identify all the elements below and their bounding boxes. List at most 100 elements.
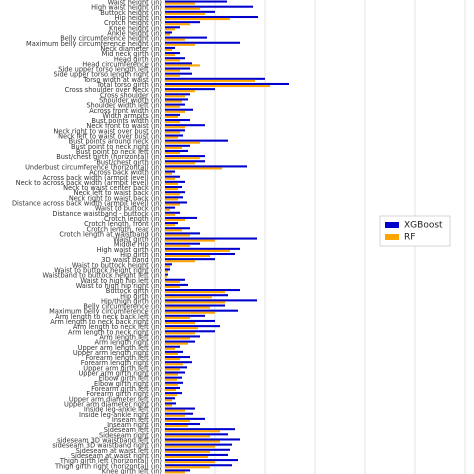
bar	[165, 172, 172, 175]
y-tick-label: Forearm length left (in)	[86, 354, 162, 362]
y-tick-label: Bust points around neck (in)	[69, 138, 162, 146]
y-tick-label: Crotch length, rear (in)	[86, 225, 162, 233]
bar	[165, 98, 188, 101]
bar	[165, 358, 180, 361]
bar	[165, 95, 185, 98]
y-tick-label: Shoulder width left (in)	[86, 102, 162, 110]
bar	[165, 340, 195, 343]
bar	[165, 260, 195, 263]
bar	[165, 443, 232, 446]
bar	[165, 285, 180, 289]
bar	[165, 301, 225, 304]
bar	[165, 180, 185, 183]
bar	[165, 46, 175, 49]
bar	[165, 347, 175, 350]
y-tick-label: Buttock girth (in)	[106, 287, 162, 295]
bar	[165, 404, 172, 407]
y-tick-label: Hip height (in)	[115, 14, 162, 22]
bar	[165, 88, 215, 91]
y-tick-label: Cross shoulder over Neck (in)	[65, 86, 162, 94]
bar	[165, 337, 190, 340]
bar	[165, 222, 178, 225]
bar	[165, 72, 192, 75]
bar	[165, 218, 185, 222]
bar	[165, 93, 190, 96]
bar	[165, 227, 190, 230]
y-tick-label: Bust point to neck left (in)	[76, 148, 162, 156]
y-tick-label: Waist to buttock height right (in)	[54, 266, 162, 274]
bar	[165, 388, 176, 392]
y-tick-label: Upper arm diameter left (in)	[69, 395, 162, 403]
y-tick-label: Waistband to buttock height left (in)	[42, 272, 162, 280]
bar	[165, 304, 225, 307]
bar	[165, 5, 253, 8]
y-tick-label: Hip/thigh girth (in)	[101, 297, 162, 305]
bar	[165, 165, 247, 168]
y-tick-label: Shoulder width (in)	[99, 96, 162, 104]
y-tick-label: Mid neck girth (in)	[102, 50, 162, 58]
y-tick-label: Upper arm length left (in)	[78, 344, 162, 352]
bar	[165, 82, 289, 86]
y-tick-label: Neck right to waist over bust (in)	[53, 127, 162, 135]
bar	[165, 394, 177, 397]
bar	[165, 85, 270, 88]
bar	[165, 275, 167, 278]
y-tick-label: Ankle height (in)	[107, 29, 162, 37]
bar	[165, 327, 198, 330]
bar	[165, 57, 185, 60]
y-tick-label: Elbow girth right (in)	[94, 380, 162, 388]
bar	[165, 26, 180, 29]
y-tick-label: Elbow girth left (in)	[99, 375, 162, 383]
bar	[165, 471, 185, 474]
y-tick-label: Middle Hip (in)	[114, 241, 162, 249]
bar	[165, 48, 172, 52]
bar	[165, 255, 210, 258]
bar	[165, 373, 178, 376]
bar	[165, 252, 235, 256]
bar	[165, 258, 215, 261]
bar	[165, 450, 210, 453]
bar	[165, 79, 255, 82]
y-tick-label: Side upper torso length right (in)	[53, 71, 162, 79]
y-tick-label: Arm length right (in)	[95, 339, 162, 347]
bar	[165, 43, 195, 46]
bar	[165, 23, 190, 26]
bar	[165, 33, 170, 36]
bar	[165, 113, 180, 116]
y-tick-label: Upper arm girth right (in)	[78, 370, 162, 378]
bar	[165, 90, 195, 93]
bar	[165, 237, 257, 240]
bar	[165, 157, 200, 160]
bar	[165, 170, 175, 173]
bar	[165, 119, 190, 122]
bar	[165, 155, 205, 158]
bar	[165, 18, 230, 21]
bar	[165, 177, 175, 180]
y-tick-label: Neck to waist center back (in)	[63, 184, 162, 192]
bar	[165, 64, 200, 67]
bar	[165, 291, 225, 294]
bar	[165, 249, 230, 252]
bar	[165, 162, 195, 165]
bar	[165, 244, 190, 247]
bar	[165, 397, 175, 400]
bar	[165, 191, 185, 194]
bar	[165, 41, 240, 44]
bar	[165, 115, 178, 118]
bar	[165, 448, 230, 451]
y-tick-label: Underbust circumference (horizontal) (in…	[25, 163, 162, 171]
bar	[165, 455, 208, 459]
bar	[165, 409, 185, 412]
bar	[165, 224, 175, 227]
bar	[165, 419, 190, 422]
y-tick-label: Cross shoulder (in)	[100, 91, 162, 99]
y-tick-label: Head circumference (in)	[82, 60, 162, 68]
bar	[165, 38, 185, 41]
bar	[165, 175, 180, 178]
y-tick-label: Neck to across back width (armpit level)…	[16, 179, 162, 187]
bar	[165, 242, 200, 245]
y-tick-label: Knee height (in)	[109, 24, 162, 32]
y-tick-label: Neck front to waist (in)	[86, 122, 162, 130]
bar	[165, 151, 180, 155]
